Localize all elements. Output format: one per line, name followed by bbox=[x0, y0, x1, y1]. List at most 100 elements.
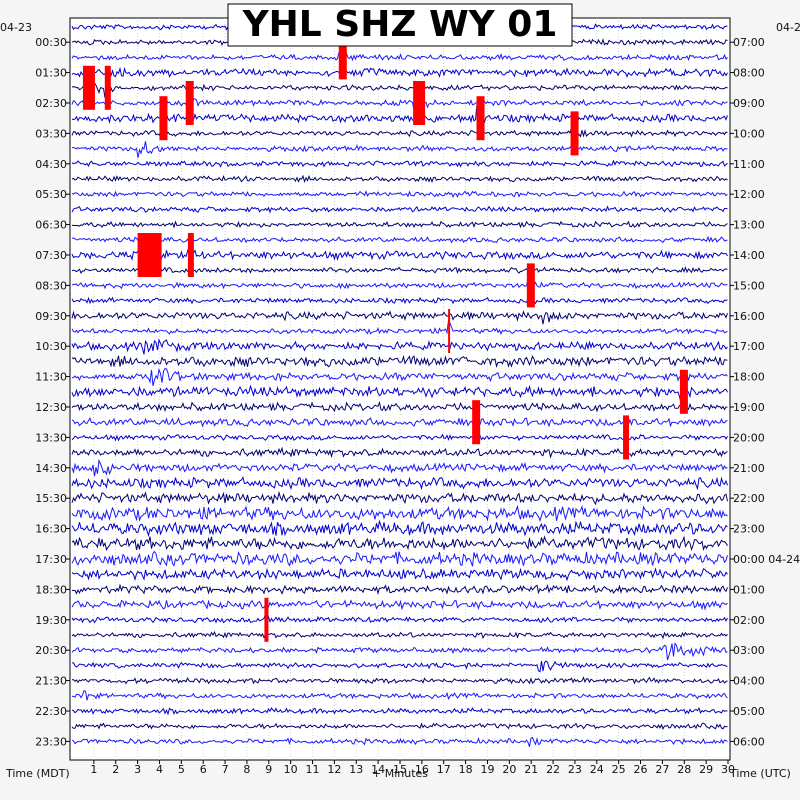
x-tick-label: 25 bbox=[612, 763, 626, 776]
seismogram-trace bbox=[71, 567, 728, 582]
left-tick-label: 00:30 bbox=[35, 36, 67, 49]
x-tick-label: 11 bbox=[306, 763, 320, 776]
seismogram-trace bbox=[71, 51, 728, 66]
right-tick-label: 00:00 04-24 bbox=[733, 553, 800, 566]
clipped-event-marker bbox=[526, 263, 535, 308]
clipped-event-marker bbox=[104, 65, 111, 110]
x-tick-label: 10 bbox=[284, 763, 298, 776]
x-tick-label: 12 bbox=[327, 763, 341, 776]
left-tick-label: 20:30 bbox=[35, 644, 67, 657]
seismogram-trace bbox=[71, 535, 728, 552]
x-tick-label: 7 bbox=[222, 763, 229, 776]
right-tick-label: 22:00 bbox=[733, 492, 765, 505]
right-tick-label: 03:00 bbox=[733, 644, 765, 657]
x-tick-label: 15 bbox=[393, 763, 407, 776]
clipped-event-marker bbox=[137, 233, 162, 277]
seismogram-trace bbox=[71, 205, 728, 214]
left-tick-label: 15:30 bbox=[35, 492, 67, 505]
title-box bbox=[227, 3, 573, 47]
right-tick-label: 20:00 bbox=[733, 431, 765, 444]
x-tick-label: 2 bbox=[112, 763, 119, 776]
seismogram-trace bbox=[71, 504, 728, 523]
right-tick-label: 02:00 bbox=[733, 614, 765, 627]
clipped-event-marker bbox=[570, 111, 579, 156]
left-tick-label: 10:30 bbox=[35, 340, 67, 353]
left-tick-label: 09:30 bbox=[35, 310, 67, 323]
seismogram-trace bbox=[71, 296, 728, 305]
x-tick-label: 18 bbox=[459, 763, 473, 776]
seismogram-trace bbox=[71, 78, 728, 99]
clipped-event-marker bbox=[448, 309, 451, 353]
left-tick-label: 19:30 bbox=[35, 614, 67, 627]
left-tick-label: 07:30 bbox=[35, 249, 67, 262]
right-tick-label: 19:00 bbox=[733, 401, 765, 414]
x-tick-label: 1 bbox=[90, 763, 97, 776]
right-tick-label: 07:00 bbox=[733, 36, 765, 49]
right-tick-label: 09:00 bbox=[733, 97, 765, 110]
right-tick-label: 05:00 bbox=[733, 705, 765, 718]
x-tick-label: 8 bbox=[243, 763, 250, 776]
left-tick-label: 05:30 bbox=[35, 188, 67, 201]
left-tick-label: 06:30 bbox=[35, 219, 67, 232]
seismogram-trace bbox=[71, 660, 728, 673]
seismogram-trace bbox=[71, 722, 728, 731]
clipped-event-marker bbox=[187, 233, 194, 277]
clipped-event-marker bbox=[679, 369, 688, 414]
right-tick-label: 10:00 bbox=[733, 127, 765, 140]
clipped-event-marker bbox=[623, 415, 630, 460]
seismogram-trace bbox=[71, 612, 728, 624]
clipped-event-marker bbox=[476, 96, 485, 141]
x-tick-label: 6 bbox=[200, 763, 207, 776]
right-axis-label: Time (UTC) bbox=[729, 767, 791, 780]
seismogram-trace bbox=[71, 476, 728, 491]
left-tick-label: 14:30 bbox=[35, 462, 67, 475]
chart-title: YHL SHZ WY 01 bbox=[242, 4, 558, 45]
seismogram-trace bbox=[71, 367, 728, 387]
tick-layer: 1 2 3 4 5 6 7 8 9 10 11 12 13 14 15 16 17 18 19 20 21 22 23 24 2… bbox=[35, 36, 800, 776]
seismogram-trace bbox=[71, 266, 728, 275]
seismogram-trace bbox=[71, 235, 728, 244]
seismogram-trace bbox=[71, 220, 728, 229]
seismogram-trace bbox=[71, 599, 728, 611]
seismogram-trace bbox=[71, 458, 728, 477]
x-tick-label: 9 bbox=[265, 763, 272, 776]
left-tick-label: 04:30 bbox=[35, 158, 67, 171]
seismogram-trace bbox=[71, 318, 728, 335]
right-tick-label: 06:00 bbox=[733, 735, 765, 748]
seismogram-trace bbox=[71, 550, 728, 567]
right-tick-label: 17:00 bbox=[733, 340, 765, 353]
left-tick-label: 13:30 bbox=[35, 431, 67, 444]
seismogram-trace bbox=[71, 433, 728, 442]
left-date-label: 04-23 bbox=[0, 21, 32, 34]
left-tick-label: 08:30 bbox=[35, 279, 67, 292]
right-tick-label: 04:00 bbox=[733, 675, 765, 688]
left-tick-label: 17:30 bbox=[35, 553, 67, 566]
left-axis-label: Time (MDT) bbox=[5, 767, 70, 780]
x-tick-label: 17 bbox=[437, 763, 451, 776]
seismogram-trace bbox=[71, 401, 728, 413]
x-tick-label: 30 bbox=[721, 763, 735, 776]
clipped-event-marker bbox=[82, 65, 95, 110]
x-tick-label: 13 bbox=[349, 763, 363, 776]
x-tick-label: 27 bbox=[655, 763, 669, 776]
right-tick-label: 18:00 bbox=[733, 371, 765, 384]
seismogram-trace bbox=[71, 630, 728, 640]
right-tick-label: 11:00 bbox=[733, 158, 765, 171]
seismogram-trace bbox=[71, 66, 728, 79]
left-tick-label: 18:30 bbox=[35, 583, 67, 596]
seismogram-trace bbox=[71, 190, 728, 199]
seismogram-trace bbox=[71, 92, 728, 115]
seismogram-trace bbox=[71, 103, 728, 124]
seismogram-trace bbox=[71, 446, 728, 459]
seismogram-trace bbox=[71, 706, 728, 716]
clipped-event-marker bbox=[338, 35, 347, 80]
clipped-event-marker bbox=[264, 597, 269, 642]
clipped-event-marker bbox=[185, 81, 194, 125]
seismogram-trace bbox=[71, 126, 728, 140]
seismogram-trace bbox=[71, 490, 728, 506]
seismogram-trace bbox=[71, 141, 728, 158]
x-tick-label: 22 bbox=[546, 763, 560, 776]
x-tick-label: 29 bbox=[699, 763, 713, 776]
left-tick-label: 16:30 bbox=[35, 523, 67, 536]
